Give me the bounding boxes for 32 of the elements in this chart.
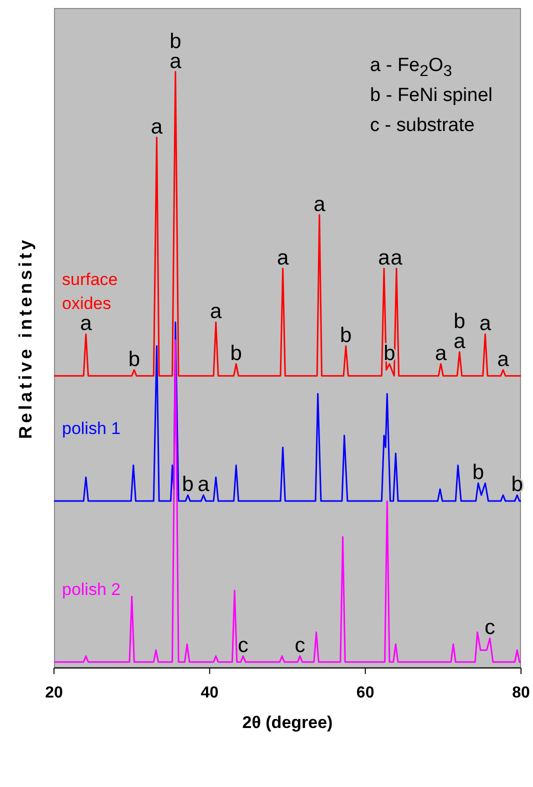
annotation: a <box>80 312 92 336</box>
annotation: c <box>484 616 496 640</box>
annotation: a <box>314 192 326 216</box>
x-tick-label: 80 <box>512 684 530 702</box>
annotation: a <box>390 246 403 270</box>
annotation: a <box>378 246 390 270</box>
series-label: polish 2 <box>62 579 122 602</box>
annotation: c <box>238 634 248 658</box>
annotation: b <box>472 461 484 484</box>
annotation: c <box>294 634 306 658</box>
annotation: b <box>182 473 194 496</box>
x-tick-label: 40 <box>200 684 219 702</box>
y-axis-title: Relative intensity <box>16 236 36 440</box>
series-label: polish 1 <box>62 418 122 440</box>
annotation: a <box>497 348 510 371</box>
annotation: b - FeNi spinel <box>370 85 492 108</box>
annotation: c - substrate <box>370 115 476 138</box>
x-tick-label: 60 <box>356 684 374 702</box>
annotation: b <box>230 342 242 365</box>
annotation: a <box>434 342 447 365</box>
x-tick-label: 20 <box>45 684 63 702</box>
annotation: b <box>128 348 140 371</box>
annotation: b <box>511 473 523 496</box>
x-axis-title: 2θ (degree) <box>242 713 333 732</box>
annotation: a <box>198 473 210 496</box>
annotation: a <box>150 115 163 138</box>
series-label: surface oxides <box>62 268 119 315</box>
annotation: a - Fe$_{2}$O$_{3}$ <box>370 55 454 82</box>
annotation: a <box>479 312 492 336</box>
annotation: b <box>340 324 352 348</box>
annotation: a <box>210 300 222 324</box>
annotation: a <box>276 246 289 270</box>
